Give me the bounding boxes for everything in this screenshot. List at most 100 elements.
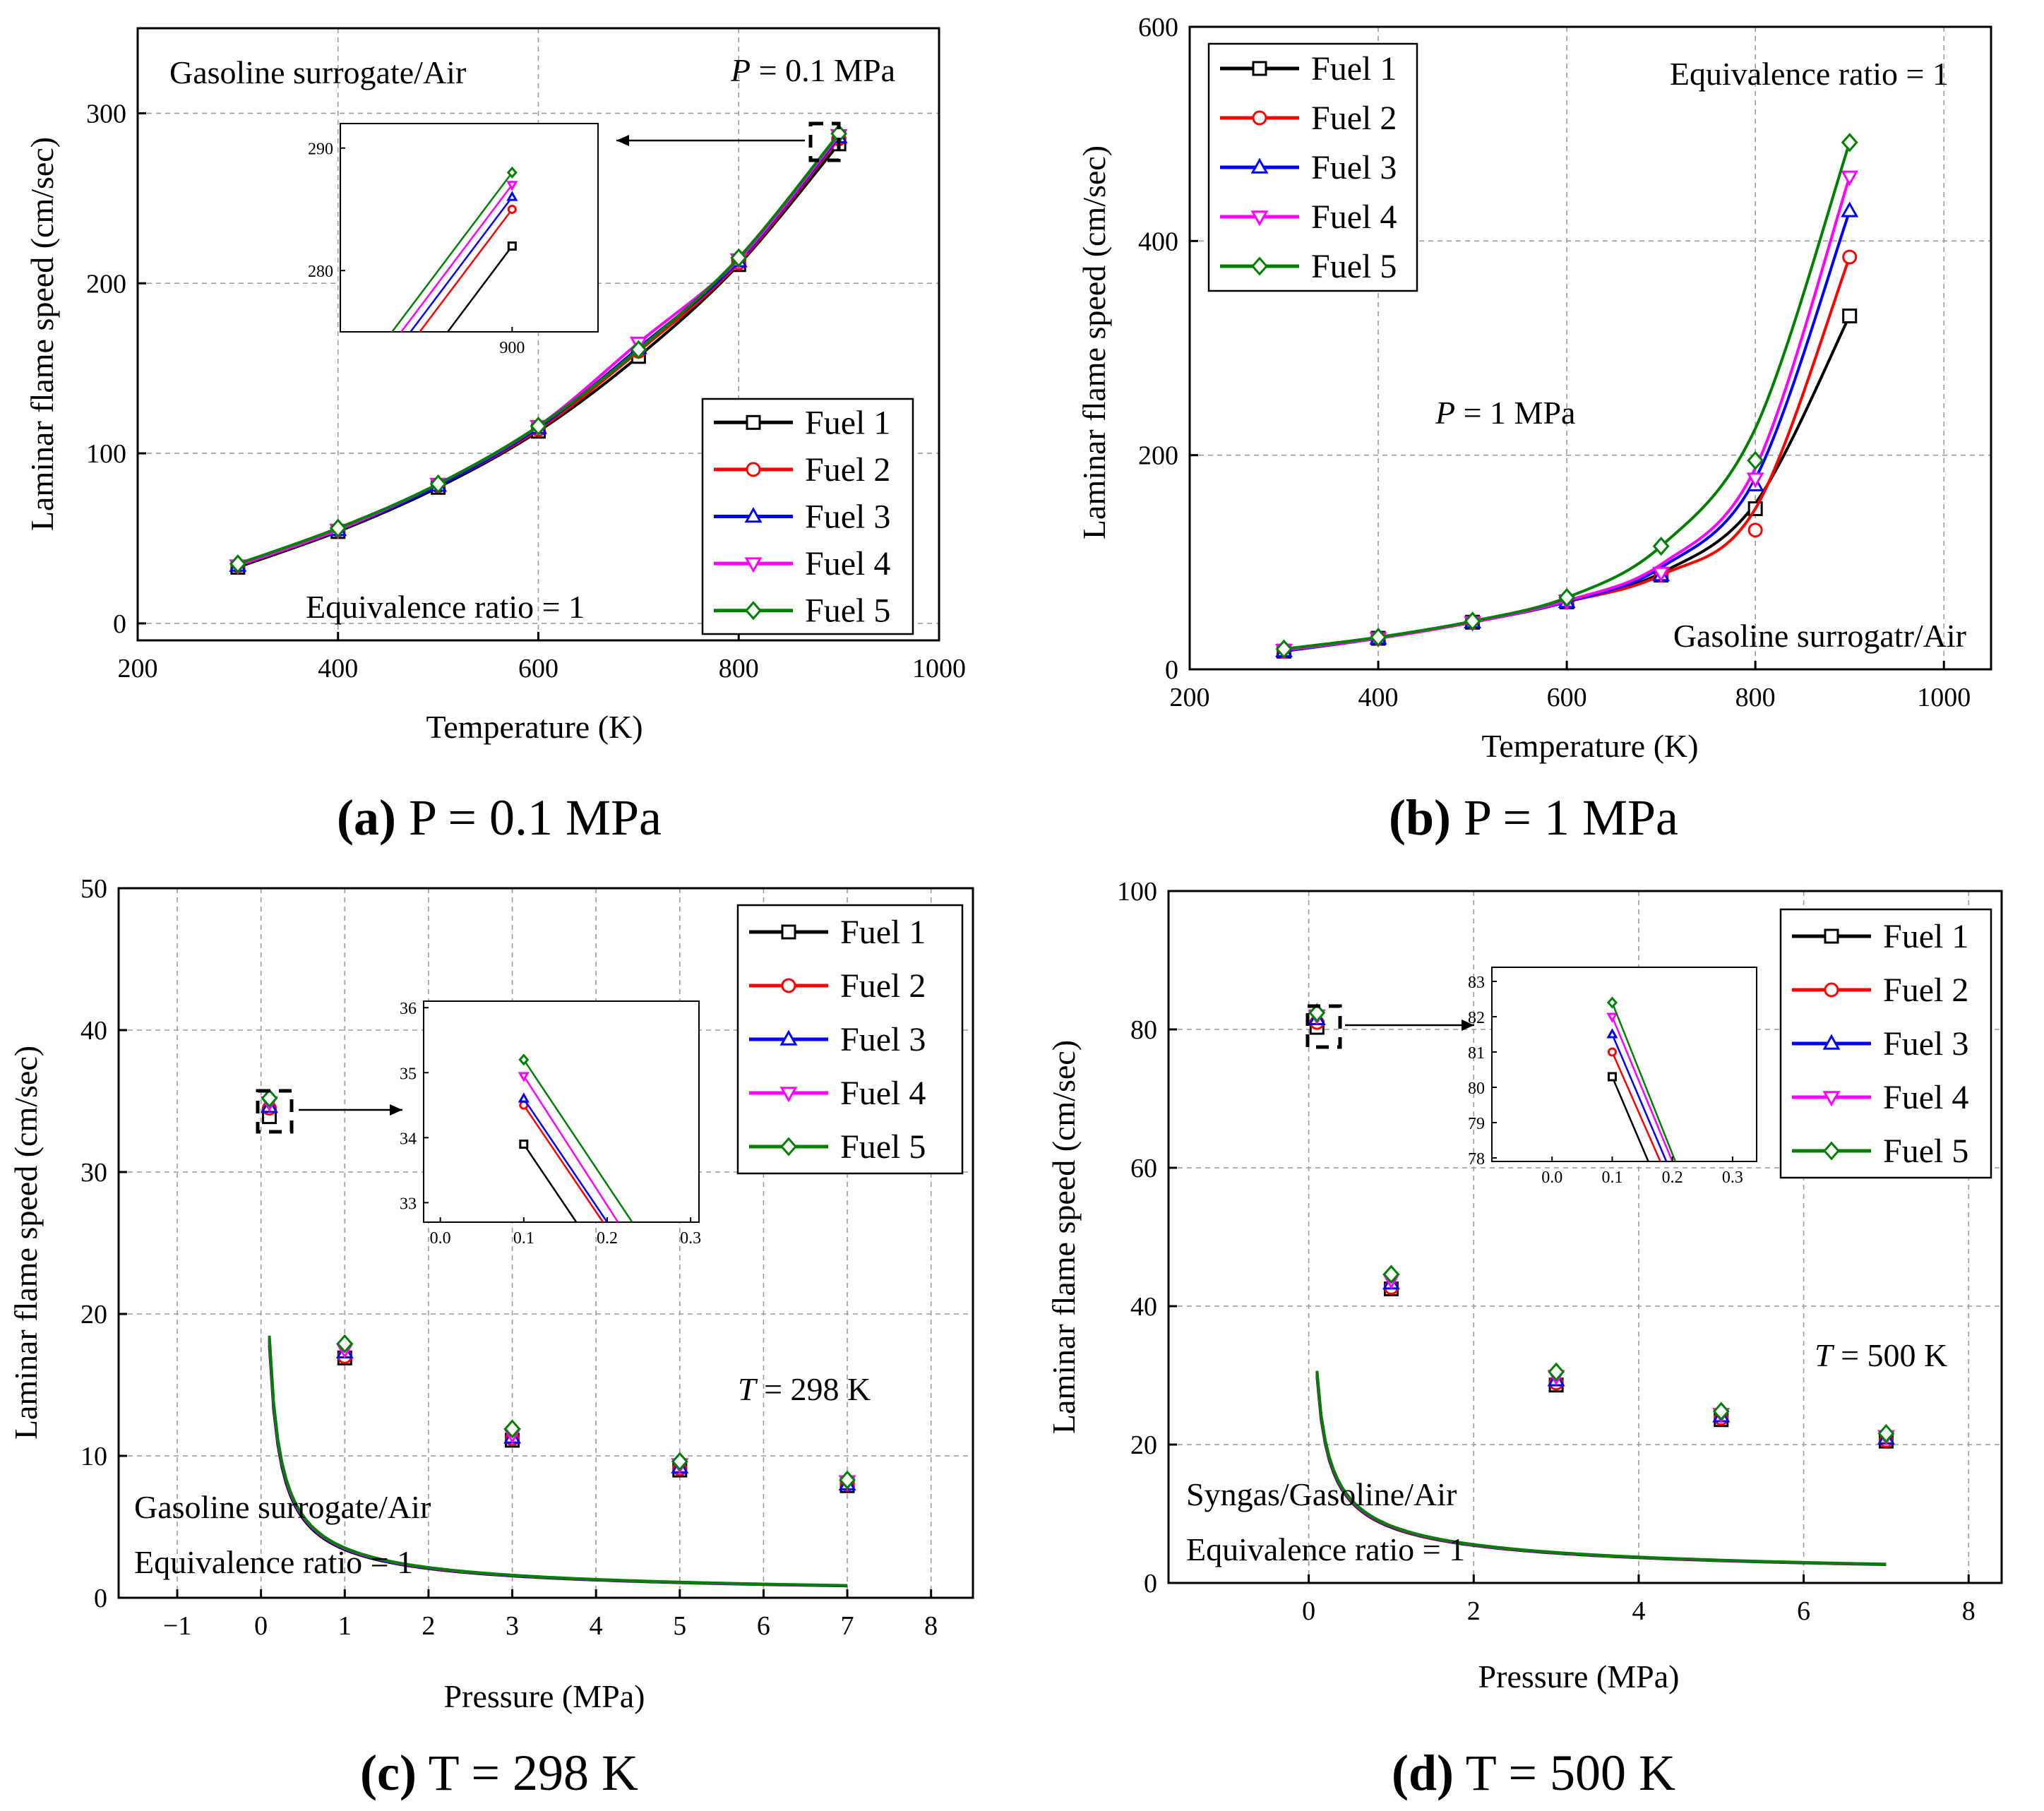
inset-series-line — [390, 172, 513, 332]
inset-series-line — [418, 208, 513, 332]
x-tick-label: 1 — [338, 1611, 352, 1641]
data-point — [1712, 1401, 1730, 1421]
caption-text: P = 0.1 MPa — [396, 789, 662, 846]
legend-entry: Fuel 2 — [714, 451, 890, 489]
data-point — [671, 1452, 688, 1471]
legend-label: Fuel 2 — [805, 451, 890, 489]
caption-text: T = 500 K — [1454, 1745, 1675, 1801]
legend-entry: Fuel 3 — [714, 498, 890, 536]
x-tick-label: 1000 — [1917, 683, 1971, 712]
y-tick-label: 200 — [1138, 441, 1178, 471]
inset-y-tick-label: 290 — [308, 141, 333, 159]
data-point — [1747, 522, 1763, 538]
zoom-region — [1305, 1004, 1342, 1049]
inset-x-tick-label: 0.1 — [1601, 1169, 1622, 1187]
y-tick-label: 20 — [80, 1300, 107, 1329]
legend-marker — [746, 414, 761, 430]
data-point — [1652, 566, 1671, 582]
inset-marker — [519, 1140, 529, 1149]
legend-label: Fuel 4 — [805, 545, 890, 582]
series-fuel-5 — [1308, 1003, 1895, 1566]
x-tick-label: 1000 — [912, 654, 966, 683]
inset-marker — [1606, 996, 1618, 1009]
data-point — [1842, 249, 1858, 265]
y-tick-label: 10 — [80, 1442, 107, 1471]
legend-label: Fuel 3 — [840, 1021, 926, 1058]
series-fuel-5 — [1275, 133, 1858, 659]
inset-y-tick-label: 83 — [1468, 974, 1485, 992]
x-axis-label: Temperature (K) — [426, 709, 643, 745]
data-point — [1841, 201, 1859, 217]
legend-entry: Fuel 5 — [749, 1128, 926, 1166]
data-point — [630, 340, 647, 359]
inset-x-tick-label: 0.0 — [1541, 1169, 1562, 1187]
inset-frame — [423, 1000, 700, 1223]
y-axis-label: Laminar flame speed (cm/sec) — [8, 1046, 44, 1440]
inset-series-line — [1611, 1034, 1668, 1161]
caption-letter: (d) — [1392, 1745, 1454, 1801]
annotation: Equivalence ratio = 1 — [1670, 56, 1949, 92]
x-tick-label: 800 — [1735, 683, 1776, 712]
y-tick-label: 100 — [1117, 877, 1157, 907]
legend-label: Fuel 5 — [805, 592, 890, 630]
x-tick-label: 800 — [719, 654, 759, 683]
legend-entry: Fuel 1 — [1220, 50, 1397, 88]
legend-entry: Fuel 5 — [1220, 248, 1397, 285]
legend-entry: Fuel 4 — [749, 1075, 926, 1112]
inset-series-line — [400, 184, 513, 332]
legend-marker — [779, 1087, 798, 1103]
legend-label: Fuel 1 — [1883, 918, 1968, 955]
data-point — [1746, 472, 1764, 489]
plot-frame — [1188, 25, 1992, 671]
inset-x-tick-label: 900 — [499, 339, 525, 357]
x-tick-label: 0 — [254, 1611, 268, 1641]
inset-series-line — [1611, 1016, 1673, 1161]
data-point — [1370, 627, 1387, 647]
data-point — [336, 1334, 354, 1353]
legend-marker — [1250, 210, 1269, 227]
legend-entry: Fuel 3 — [1792, 1025, 1968, 1063]
inset-frame — [340, 123, 599, 333]
y-tick-label: 80 — [1130, 1015, 1157, 1045]
x-tick-label: 8 — [1962, 1596, 1976, 1626]
legend-marker — [744, 557, 763, 573]
inset-series-line — [522, 1098, 609, 1222]
legend-entry: Fuel 1 — [714, 404, 890, 441]
y-tick-label: 0 — [113, 609, 126, 639]
legend-marker — [779, 1029, 798, 1046]
legend-marker — [781, 978, 796, 993]
data-point — [1548, 1362, 1565, 1382]
x-tick-label: 3 — [506, 1611, 519, 1641]
legend-marker — [1822, 1034, 1841, 1050]
plot-frame — [117, 887, 974, 1599]
inset-x-tick-label: 0.3 — [1722, 1169, 1743, 1187]
zoom-region — [256, 1089, 294, 1134]
x-tick-label: 200 — [1170, 683, 1210, 712]
inset-y-tick-label: 280 — [308, 263, 333, 281]
legend-marker — [1252, 61, 1267, 76]
inset-series-line — [1611, 1051, 1661, 1161]
legend-label: Fuel 1 — [1311, 50, 1397, 88]
inset-x-tick-label: 0.2 — [1662, 1169, 1683, 1187]
data-point — [1747, 450, 1764, 470]
data-point — [730, 248, 748, 268]
series-line — [268, 1335, 848, 1587]
legend-entry: Fuel 3 — [1220, 149, 1397, 186]
annotation: Syngas/Gasoline/Air — [1186, 1476, 1457, 1512]
caption-text: T = 298 K — [417, 1745, 638, 1801]
inset-series-line — [446, 245, 513, 332]
y-tick-label: 0 — [94, 1584, 107, 1613]
x-tick-label: 600 — [1547, 683, 1587, 712]
legend-label: Fuel 4 — [1883, 1079, 1968, 1116]
legend-marker — [1251, 256, 1268, 276]
x-axis-label: Pressure (MPa) — [1478, 1658, 1680, 1695]
inset-marker — [506, 166, 518, 179]
y-tick-label: 30 — [80, 1158, 107, 1188]
x-tick-label: 8 — [924, 1611, 938, 1641]
annotation: T = 500 K — [1815, 1337, 1947, 1373]
data-point — [1842, 309, 1858, 323]
legend-label: Fuel 4 — [1311, 198, 1397, 236]
inset-marker — [518, 1092, 530, 1103]
